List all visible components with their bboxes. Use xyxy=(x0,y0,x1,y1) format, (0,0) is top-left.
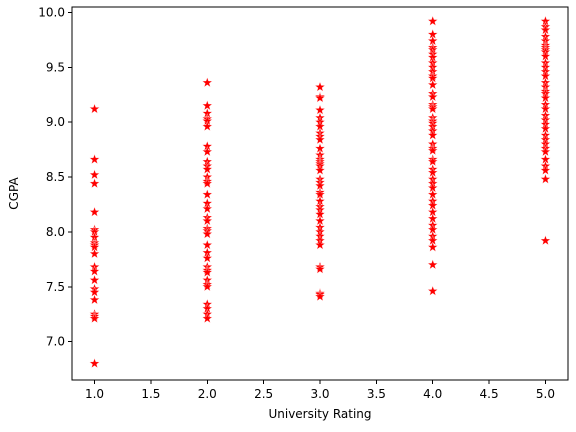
x-tick-label: 5.0 xyxy=(536,387,555,401)
scatter-point xyxy=(427,241,439,252)
scatter-point xyxy=(540,164,551,176)
scatter-point xyxy=(201,120,213,132)
x-tick-label: 3.5 xyxy=(367,387,386,401)
scatter-point xyxy=(201,252,213,263)
scatter-point xyxy=(201,312,213,324)
scatter-point xyxy=(314,239,326,250)
scatter-point xyxy=(89,206,100,217)
scatter-point xyxy=(427,79,439,90)
y-tick-label: 9.0 xyxy=(46,115,65,129)
x-axis-label: University Rating xyxy=(268,407,371,421)
scatter-point xyxy=(427,145,439,156)
scatter-point xyxy=(314,290,326,302)
scatter-point xyxy=(89,177,100,189)
x-tick-label: 3.0 xyxy=(310,387,329,401)
x-tick-label: 2.5 xyxy=(254,387,273,401)
scatter-point xyxy=(314,134,326,145)
scatter-point xyxy=(314,164,326,176)
scatter-point xyxy=(427,129,439,140)
scatter-point xyxy=(89,357,100,369)
y-tick-label: 7.5 xyxy=(46,280,65,294)
x-tick-label: 4.5 xyxy=(480,387,499,401)
y-axis-label: CGPA xyxy=(7,177,21,210)
scatter-point xyxy=(89,274,100,285)
x-tick-label: 2.0 xyxy=(198,387,217,401)
x-tick-label: 4.0 xyxy=(423,387,442,401)
scatter-point xyxy=(89,103,100,114)
scatter-point xyxy=(540,173,551,184)
scatter-point xyxy=(427,103,439,114)
scatter-point xyxy=(89,153,100,165)
scatter-point xyxy=(314,92,326,103)
y-tick-label: 8.5 xyxy=(46,170,65,184)
y-tick-label: 8.0 xyxy=(46,225,65,239)
scatter-point xyxy=(201,77,213,88)
y-tick-label: 10.0 xyxy=(38,5,65,19)
scatter-point xyxy=(427,15,439,26)
y-tick-label: 7.0 xyxy=(46,335,65,349)
y-tick-label: 9.5 xyxy=(46,60,65,74)
scatter-point xyxy=(201,146,213,157)
scatter-point xyxy=(89,265,100,276)
x-tick-label: 1.0 xyxy=(85,387,104,401)
scatter-point xyxy=(201,203,213,214)
scatter-point xyxy=(201,177,213,189)
scatter-point xyxy=(201,188,213,200)
scatter-point xyxy=(540,235,551,246)
scatter-point xyxy=(427,285,439,296)
y-axis-ticks: 7.0 7.5 8.0 8.5 9.0 9.5 10.0 xyxy=(38,5,72,349)
scatter-point xyxy=(89,248,100,259)
scatter-point xyxy=(201,228,213,239)
scatter-point xyxy=(314,81,326,92)
x-tick-label: 1.5 xyxy=(141,387,160,401)
scatter-point xyxy=(427,259,439,270)
scatter-point xyxy=(314,263,326,274)
scatter-point xyxy=(89,312,100,324)
markers-layer xyxy=(89,15,551,369)
scatter-point xyxy=(89,294,100,305)
x-axis-ticks: 1.0 1.5 2.0 2.5 3.0 3.5 4.0 4.5 5.0 xyxy=(85,380,555,401)
scatter-point xyxy=(201,281,213,292)
scatter-point xyxy=(89,169,100,180)
